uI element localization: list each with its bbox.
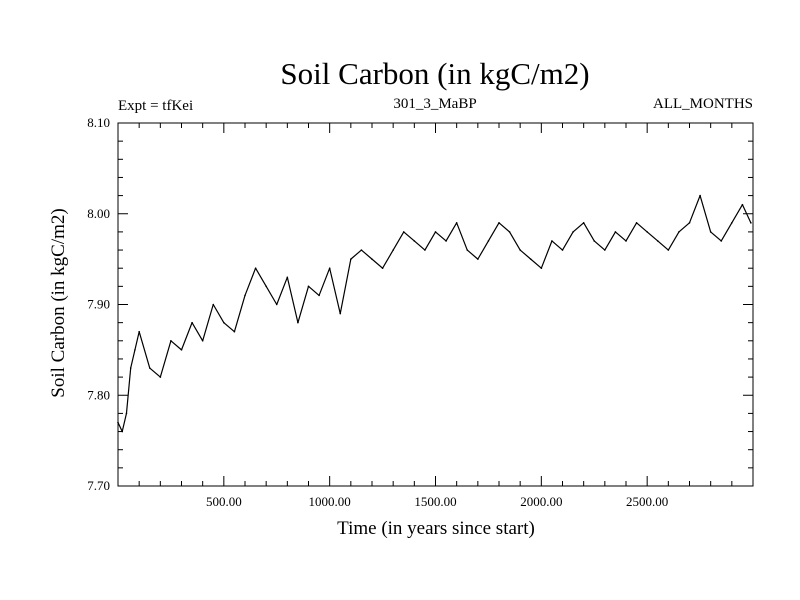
series-point bbox=[635, 222, 638, 224]
series-point bbox=[750, 222, 752, 224]
series-point bbox=[371, 258, 373, 260]
x-axis-ticks: 500.00 1000.00 1500.00 2000.00 2500.00 bbox=[138, 123, 733, 509]
series-point bbox=[129, 367, 132, 369]
series-point bbox=[286, 276, 289, 279]
series-point bbox=[170, 340, 172, 342]
series-point bbox=[201, 340, 204, 342]
soil-carbon-series-points bbox=[117, 194, 752, 433]
series-point bbox=[487, 240, 490, 242]
series-point bbox=[307, 285, 310, 288]
series-point bbox=[117, 421, 119, 424]
series-point bbox=[212, 303, 215, 306]
y-axis-label: Soil Carbon (in kgC/m2) bbox=[48, 208, 69, 397]
series-point bbox=[413, 240, 416, 242]
x-tick-label: 500.00 bbox=[206, 494, 242, 509]
series-point bbox=[360, 249, 363, 251]
series-point bbox=[318, 294, 320, 297]
series-point bbox=[551, 240, 553, 242]
series-point bbox=[582, 222, 585, 224]
series-point bbox=[125, 412, 128, 415]
series-point bbox=[508, 231, 511, 233]
x-tick-label: 1500.00 bbox=[414, 494, 456, 509]
chart-title: Soil Carbon (in kgC/m2) bbox=[280, 56, 589, 91]
series-point bbox=[134, 349, 136, 351]
y-axis-ticks: 7.70 7.80 7.90 8.00 8.10 bbox=[87, 115, 753, 493]
series-point bbox=[254, 267, 257, 270]
series-point bbox=[498, 222, 500, 224]
x-tick-label: 2000.00 bbox=[520, 494, 562, 509]
series-point bbox=[191, 321, 193, 324]
series-point bbox=[121, 430, 124, 433]
series-point bbox=[381, 267, 384, 270]
series-point bbox=[561, 249, 564, 251]
series-point bbox=[466, 249, 469, 251]
series-point bbox=[424, 249, 426, 251]
series-point bbox=[593, 240, 596, 242]
x-axis-label: Time (in years since start) bbox=[337, 518, 535, 539]
series-point bbox=[297, 321, 299, 324]
series-point bbox=[604, 249, 606, 251]
series-point bbox=[455, 222, 458, 224]
series-point bbox=[614, 231, 617, 233]
series-point bbox=[741, 203, 744, 206]
run-label: 301_3_MaBP bbox=[393, 96, 476, 112]
series-point bbox=[656, 240, 659, 242]
series-point bbox=[159, 376, 162, 378]
series-point bbox=[667, 249, 670, 251]
series-point bbox=[402, 231, 405, 233]
series-point bbox=[223, 321, 225, 324]
x-tick-label: 1000.00 bbox=[309, 494, 351, 509]
soil-carbon-series-line bbox=[117, 195, 752, 433]
y-tick-label: 7.70 bbox=[87, 478, 110, 493]
series-point bbox=[350, 258, 352, 260]
series-point bbox=[646, 231, 648, 233]
series-point bbox=[678, 231, 680, 233]
series-point bbox=[529, 258, 532, 260]
series-point bbox=[572, 231, 574, 233]
series-point bbox=[339, 312, 342, 315]
series-point bbox=[233, 330, 236, 333]
series-point bbox=[625, 240, 627, 242]
series-point bbox=[699, 194, 701, 197]
y-tick-label: 8.00 bbox=[87, 206, 110, 221]
y-tick-label: 7.90 bbox=[87, 297, 110, 312]
series-point bbox=[731, 222, 733, 224]
series-point bbox=[720, 240, 723, 242]
y-tick-label: 8.10 bbox=[87, 115, 110, 130]
series-point bbox=[275, 303, 278, 306]
series-point bbox=[180, 349, 183, 351]
series-point bbox=[540, 267, 543, 270]
series-point bbox=[445, 240, 447, 242]
series-point bbox=[148, 367, 151, 369]
y-tick-label: 7.80 bbox=[87, 387, 110, 402]
series-point bbox=[477, 258, 479, 260]
x-tick-label: 2500.00 bbox=[626, 494, 668, 509]
series-point bbox=[328, 267, 331, 270]
series-point bbox=[434, 231, 437, 233]
series-point bbox=[519, 249, 521, 251]
series-point bbox=[392, 249, 394, 251]
series-point bbox=[265, 285, 267, 288]
series-point bbox=[709, 231, 712, 233]
experiment-label: Expt = tfKei bbox=[118, 98, 193, 114]
series-point bbox=[244, 294, 246, 297]
series-point bbox=[138, 330, 140, 333]
period-label: ALL_MONTHS bbox=[653, 96, 753, 112]
series-point bbox=[688, 222, 691, 224]
